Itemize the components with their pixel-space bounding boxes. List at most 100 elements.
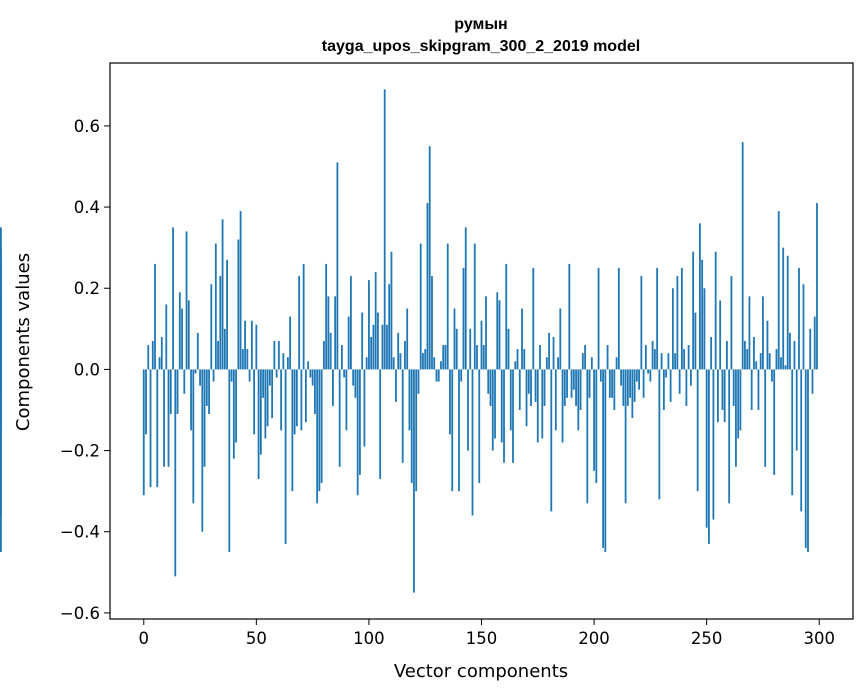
bar-243 — [689, 369, 692, 386]
bar-248 — [701, 259, 704, 370]
bar-144 — [467, 369, 469, 451]
bar-261 — [730, 276, 733, 370]
bar-107 — [383, 89, 386, 370]
bar-184 — [557, 357, 559, 370]
chart-subtitle: tayga_upos_skipgram_300_2_2019 model — [322, 38, 640, 55]
bar-138 — [453, 308, 456, 370]
bar-4 — [151, 341, 154, 370]
bar-108 — [386, 324, 388, 370]
bar-113 — [397, 332, 400, 370]
bar-157 — [496, 292, 499, 370]
bar-77 — [316, 369, 319, 504]
bar-134 — [444, 345, 447, 370]
bar-163 — [509, 369, 512, 431]
bar-99 — [365, 357, 368, 370]
bar-60 — [277, 341, 280, 370]
bar-122 — [417, 369, 420, 394]
bar-16 — [178, 292, 181, 370]
bar-203 — [599, 369, 602, 382]
bar-38 — [228, 369, 231, 553]
bar-258 — [723, 369, 726, 423]
bar-296 — [809, 328, 812, 370]
bar-85 — [334, 296, 337, 370]
y-tick-label: −0.6 — [60, 604, 100, 623]
bar-265 — [739, 369, 742, 431]
bar-89 — [343, 369, 346, 378]
bar-251 — [708, 369, 710, 544]
bar-166 — [516, 349, 519, 370]
bar-222 — [642, 369, 645, 398]
bar-293 — [802, 284, 805, 370]
bar-169 — [523, 349, 526, 370]
x-axis-ticks: 0 50 100 150 200 250 300 — [139, 619, 835, 648]
bar-249 — [703, 288, 706, 370]
bar-undefined — [0, 369, 2, 516]
bar-193 — [577, 369, 580, 431]
bar-19 — [185, 231, 188, 370]
bar-170 — [525, 369, 528, 427]
bar-155 — [491, 369, 494, 451]
bar-206 — [606, 345, 609, 370]
x-tick-label: 300 — [803, 629, 835, 648]
bar-120 — [413, 369, 415, 593]
bar-41 — [235, 369, 237, 443]
bar-217 — [631, 369, 634, 419]
bar-212 — [620, 369, 622, 386]
bar-267 — [744, 341, 746, 370]
x-tick-label: 100 — [353, 629, 385, 648]
bar-21 — [190, 369, 192, 431]
bar-0 — [142, 369, 145, 496]
bar-247 — [698, 223, 701, 370]
bar-178 — [543, 369, 546, 406]
bar-25 — [199, 369, 201, 386]
bar-233 — [667, 353, 670, 370]
bar-271 — [753, 336, 755, 370]
bar-214 — [624, 369, 627, 504]
bar-136 — [449, 369, 451, 435]
bar-269 — [748, 296, 751, 370]
bar-91 — [347, 316, 350, 370]
bar-244 — [692, 251, 695, 370]
bar-68 — [295, 369, 298, 427]
bar-186 — [561, 369, 564, 443]
bar-230 — [660, 353, 663, 370]
bar-213 — [622, 369, 625, 406]
bar-253 — [712, 369, 715, 520]
bar-66 — [291, 369, 294, 492]
bar-172 — [530, 369, 532, 406]
bar-114 — [399, 353, 402, 370]
bar-94 — [354, 369, 357, 398]
bar-143 — [464, 227, 467, 370]
bar-52 — [259, 369, 262, 455]
bar-14 — [174, 369, 177, 577]
bar-273 — [757, 369, 760, 410]
bar-171 — [527, 369, 530, 394]
bar-37 — [226, 259, 228, 370]
bar-67 — [293, 369, 296, 435]
bar-232 — [665, 369, 668, 378]
bar-279 — [771, 369, 773, 382]
bar-188 — [566, 369, 568, 398]
bar-132 — [440, 361, 442, 370]
bar-63 — [284, 369, 287, 544]
bar-262 — [732, 369, 735, 406]
bar-197 — [586, 369, 589, 504]
bar-47 — [248, 369, 251, 382]
bar-86 — [336, 162, 339, 370]
bar-57 — [271, 369, 274, 419]
bar-71 — [302, 263, 305, 370]
bar-112 — [395, 369, 397, 402]
y-axis-ticks: −0.6 −0.4 −0.2 0.0 0.2 0.4 0.6 — [60, 117, 110, 623]
bar-24 — [196, 332, 199, 370]
bar-83 — [329, 332, 332, 370]
bar-36 — [223, 328, 226, 370]
bar-2 — [147, 345, 150, 370]
bar-64 — [286, 357, 289, 370]
bar-48 — [250, 320, 253, 370]
bar-62 — [282, 353, 285, 370]
bar-218 — [633, 369, 636, 402]
bar-219 — [635, 369, 638, 382]
bar-152 — [485, 296, 487, 370]
bar-165 — [514, 361, 517, 370]
bar-32 — [214, 243, 217, 370]
